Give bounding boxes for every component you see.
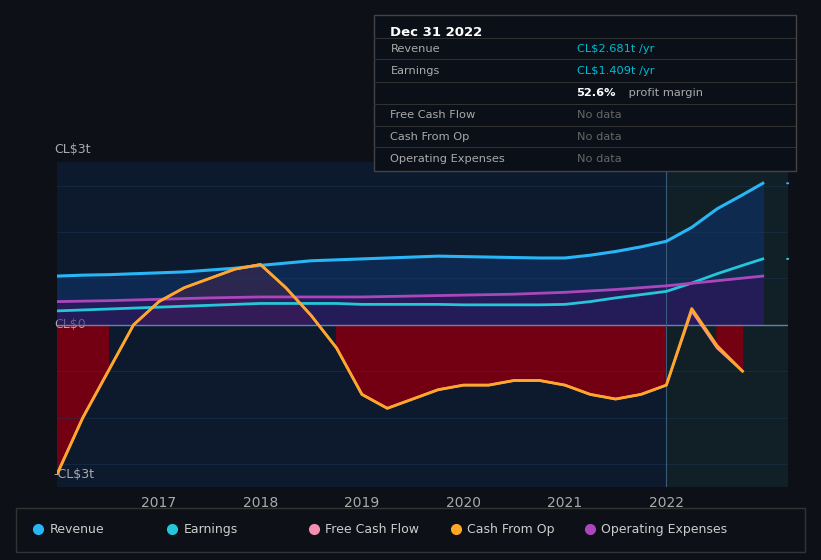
Text: profit margin: profit margin — [625, 88, 703, 98]
Text: Cash From Op: Cash From Op — [391, 132, 470, 142]
Text: Dec 31 2022: Dec 31 2022 — [391, 26, 483, 39]
Text: Earnings: Earnings — [184, 522, 238, 536]
Text: CL$2.681t /yr: CL$2.681t /yr — [576, 44, 654, 54]
Text: 52.6%: 52.6% — [576, 88, 616, 98]
Text: Cash From Op: Cash From Op — [467, 522, 555, 536]
Text: CL$3t: CL$3t — [54, 143, 90, 156]
Text: Revenue: Revenue — [49, 522, 104, 536]
FancyBboxPatch shape — [374, 15, 796, 171]
Text: No data: No data — [576, 132, 621, 142]
Text: Free Cash Flow: Free Cash Flow — [391, 110, 475, 120]
Text: CL$0: CL$0 — [54, 318, 85, 332]
Text: Operating Expenses: Operating Expenses — [391, 154, 505, 164]
Bar — [667, 162, 788, 487]
Text: -CL$3t: -CL$3t — [54, 468, 94, 480]
Text: Operating Expenses: Operating Expenses — [601, 522, 727, 536]
Text: CL$1.409t /yr: CL$1.409t /yr — [576, 66, 654, 76]
Text: No data: No data — [576, 154, 621, 164]
FancyBboxPatch shape — [16, 507, 805, 552]
Text: Free Cash Flow: Free Cash Flow — [325, 522, 420, 536]
Text: No data: No data — [576, 110, 621, 120]
Text: Revenue: Revenue — [391, 44, 440, 54]
Text: Earnings: Earnings — [391, 66, 440, 76]
